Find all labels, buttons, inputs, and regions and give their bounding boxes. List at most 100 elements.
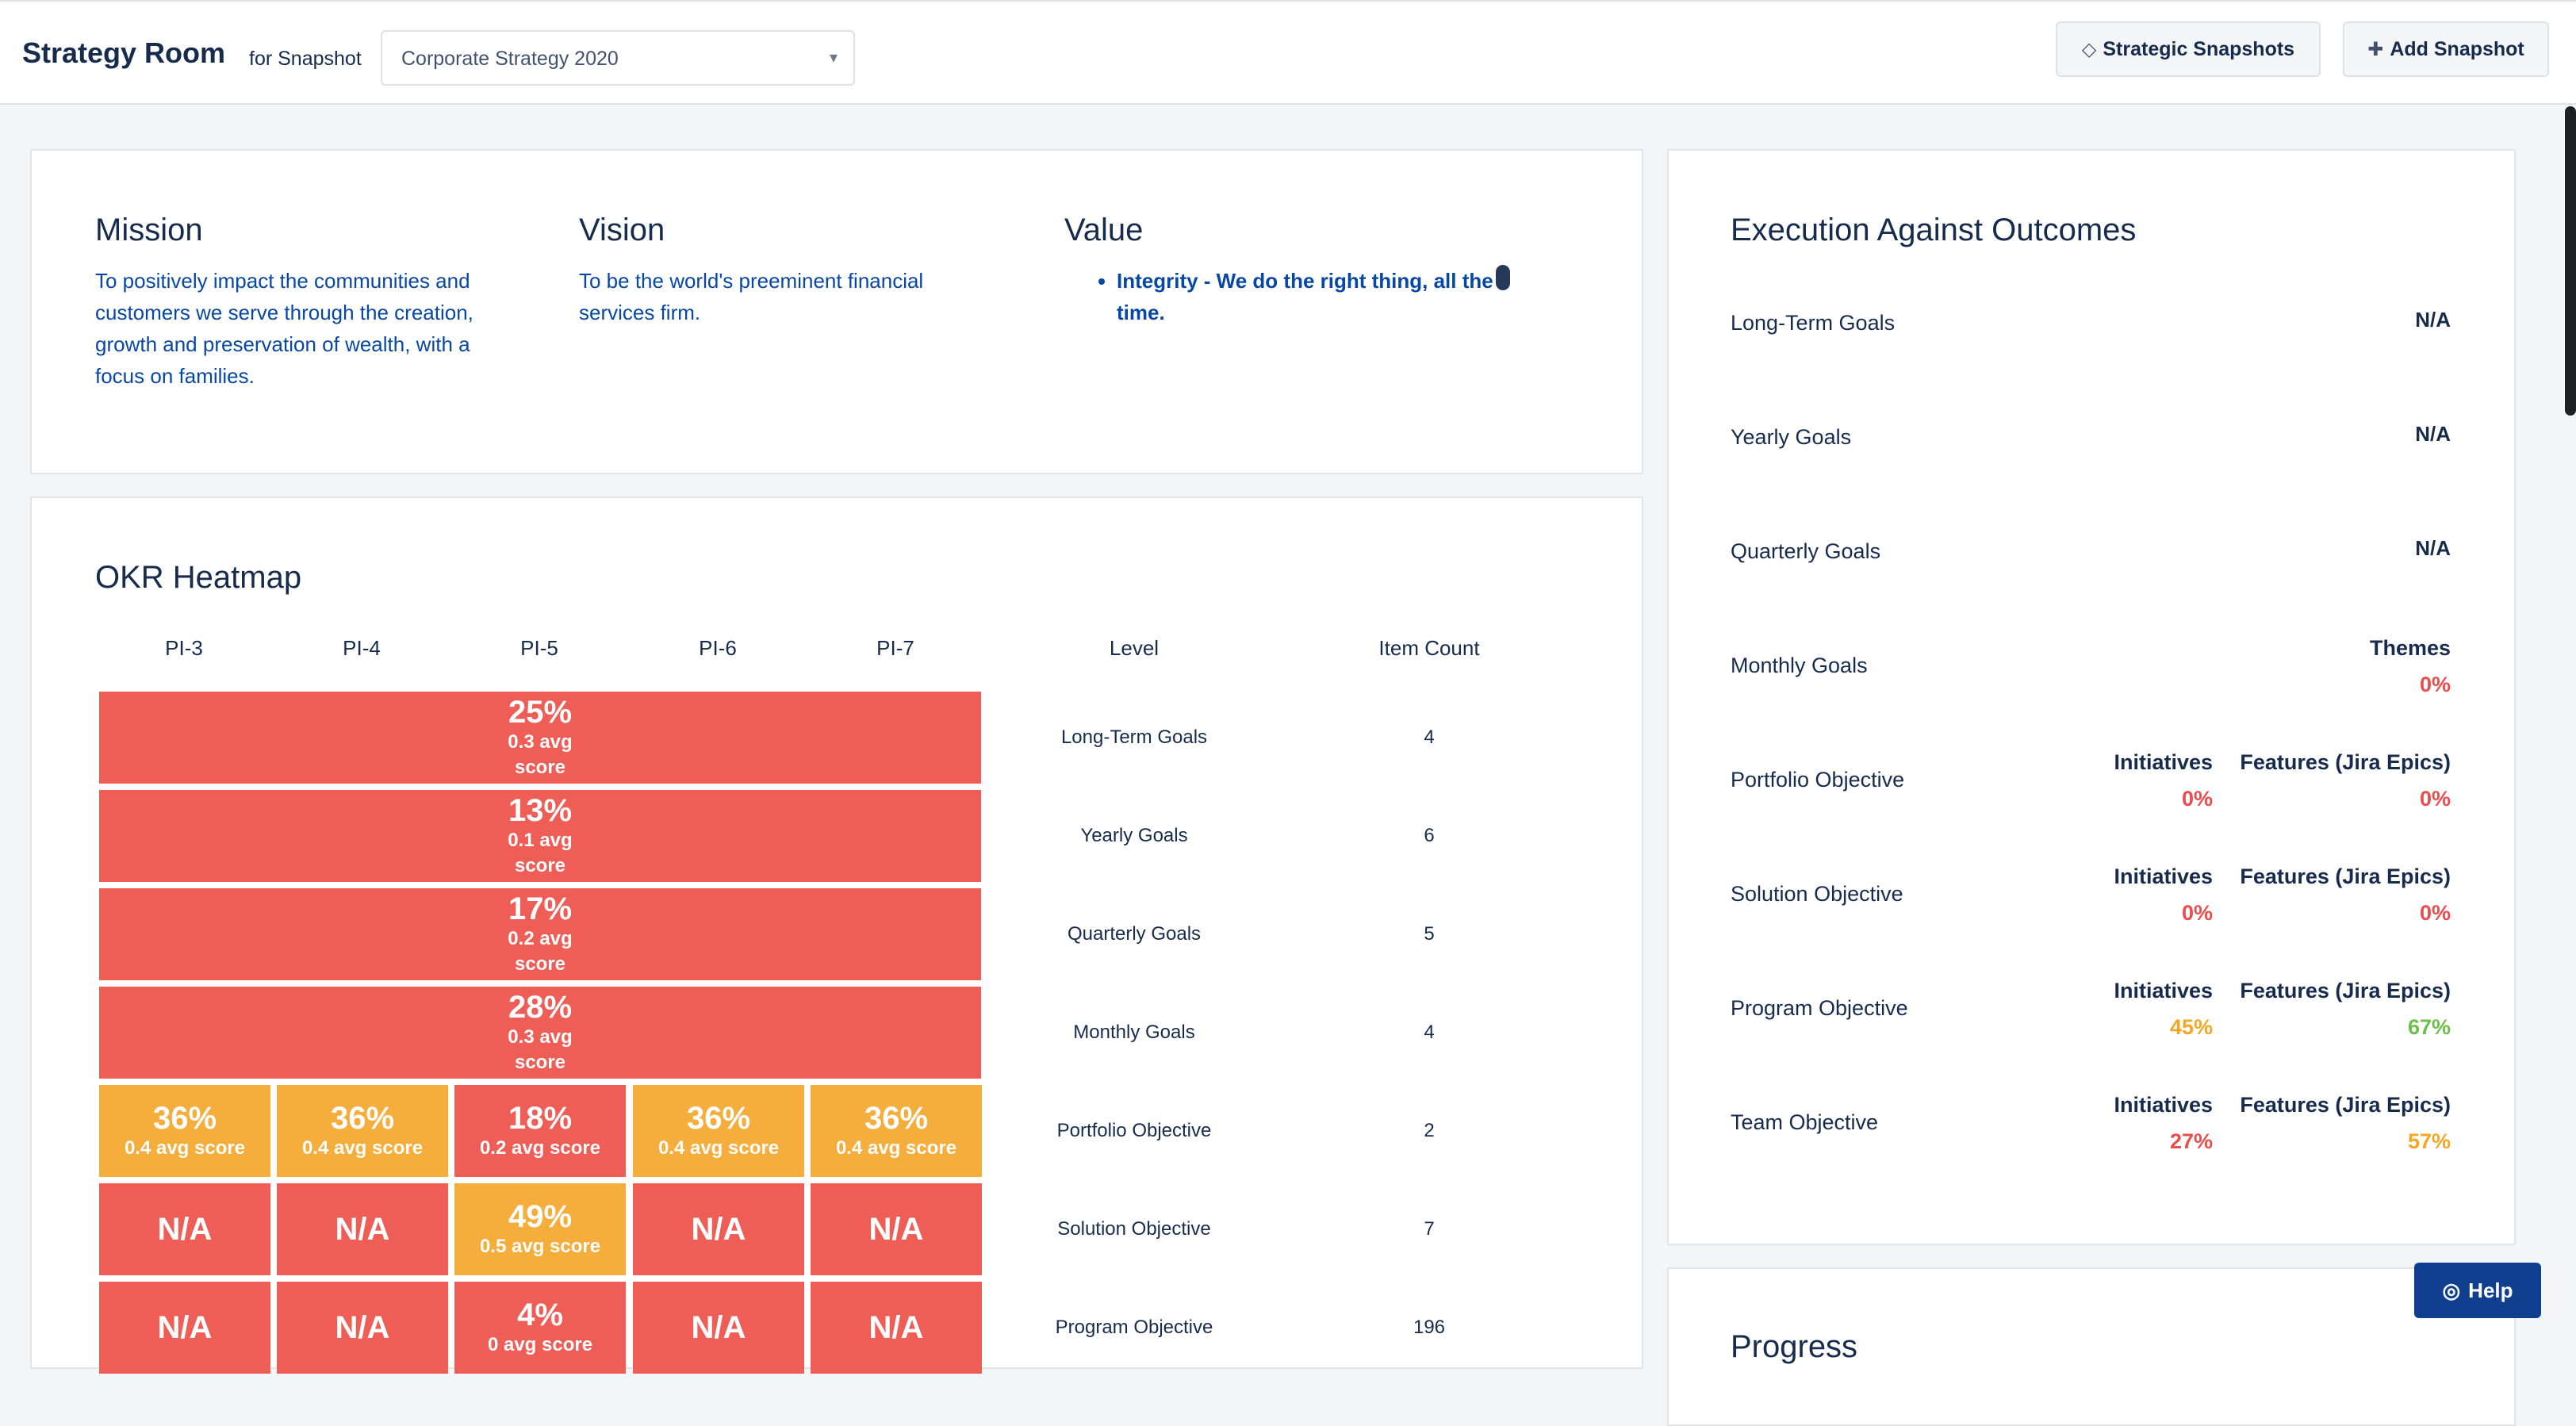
- initiatives-value: 45%: [2169, 1015, 2213, 1039]
- item-count-header: Item Count: [1378, 636, 1480, 660]
- value-item: Integrity - We do the right thing, all t…: [1117, 265, 1497, 328]
- pi-header: PI-4: [343, 636, 381, 660]
- level-name: Quarterly Goals: [1067, 923, 1202, 945]
- features-label: Features (Jira Epics): [2240, 864, 2451, 888]
- snapshot-select-value: Corporate Strategy 2020: [401, 48, 619, 70]
- heatmap-cell[interactable]: 28% 0.3 avg score: [99, 987, 981, 1079]
- mission-vision-value-card: [30, 149, 1643, 474]
- initiatives-label: Initiatives: [2114, 1093, 2213, 1117]
- cell-percent: N/A: [335, 1212, 390, 1247]
- cell-percent: 36%: [686, 1101, 751, 1136]
- cell-avg-score: 0.4 avg score: [835, 1137, 957, 1159]
- cell-percent: 36%: [330, 1101, 395, 1136]
- heatmap-cell[interactable]: 17% 0.2 avg score: [99, 888, 981, 980]
- heatmap-cell[interactable]: N/A: [277, 1183, 448, 1275]
- features-value: 0%: [2419, 787, 2451, 811]
- features-label: Features (Jira Epics): [2240, 1093, 2451, 1117]
- heatmap-cell[interactable]: N/A: [99, 1282, 270, 1374]
- cell-percent: 13%: [508, 793, 573, 828]
- exec-row-value: N/A: [2415, 308, 2451, 332]
- cell-percent: N/A: [691, 1310, 746, 1345]
- initiatives-value: 0%: [2181, 901, 2213, 925]
- mission-text: To positively impact the communities and…: [95, 269, 473, 388]
- features-value: 0%: [2419, 901, 2451, 925]
- lifebuoy-icon: ◎: [2442, 1278, 2461, 1302]
- heatmap-cell[interactable]: N/A: [633, 1282, 804, 1374]
- exec-row-label: Monthly Goals: [1731, 654, 1868, 677]
- page-title: Strategy Room: [22, 36, 226, 69]
- cell-percent: N/A: [157, 1212, 213, 1247]
- pi-header: PI-6: [699, 636, 737, 660]
- help-button[interactable]: ◎ Help: [2414, 1263, 2541, 1318]
- heatmap-cell[interactable]: N/A: [633, 1183, 804, 1275]
- value-scrollbar[interactable]: [1496, 265, 1510, 290]
- level-header: Level: [1109, 636, 1160, 660]
- level-name: Long-Term Goals: [1060, 726, 1208, 748]
- exec-row-label: Team Objective: [1731, 1110, 1879, 1134]
- exec-row-value: N/A: [2415, 536, 2451, 560]
- heatmap-cell[interactable]: 4% 0 avg score: [454, 1282, 626, 1374]
- cell-percent: 4%: [517, 1298, 563, 1332]
- heatmap-cell[interactable]: 36% 0.4 avg score: [811, 1085, 982, 1177]
- initiatives-label: Initiatives: [2114, 979, 2213, 1002]
- pi-header: PI-5: [520, 636, 558, 660]
- cell-percent: N/A: [691, 1212, 746, 1247]
- initiatives-value: 27%: [2169, 1129, 2213, 1153]
- cell-percent: 36%: [864, 1101, 929, 1136]
- strategic-snapshots-button[interactable]: ◇ Strategic Snapshots: [2056, 21, 2321, 77]
- cell-avg-score: 0.3 avg score: [508, 1026, 573, 1073]
- cell-percent: 17%: [508, 891, 573, 926]
- cell-percent: N/A: [335, 1310, 390, 1345]
- item-count: 5: [1424, 923, 1435, 945]
- cell-avg-score: 0.3 avg score: [508, 731, 573, 778]
- cell-percent: 36%: [152, 1101, 217, 1136]
- heatmap-cell[interactable]: 36% 0.4 avg score: [99, 1085, 270, 1177]
- exec-row-label: Solution Objective: [1731, 882, 1903, 906]
- plus-icon: ✚: [2367, 38, 2384, 60]
- heatmap-cell[interactable]: N/A: [811, 1183, 982, 1275]
- item-count: 4: [1424, 1022, 1435, 1043]
- features-value: 67%: [2407, 1015, 2451, 1039]
- vision-text: To be the world's preeminent financial s…: [579, 269, 924, 324]
- page-scrollbar[interactable]: [2565, 106, 2576, 416]
- exec-row-label: Program Objective: [1731, 996, 1908, 1020]
- heatmap-cell[interactable]: 49% 0.5 avg score: [454, 1183, 626, 1275]
- heatmap-cell[interactable]: N/A: [811, 1282, 982, 1374]
- cell-avg-score: 0.1 avg score: [508, 830, 573, 876]
- pi-header: PI-3: [165, 636, 203, 660]
- execution-card: [1667, 149, 2516, 1245]
- cell-avg-score: 0.5 avg score: [479, 1236, 601, 1257]
- pi-header: PI-7: [876, 636, 914, 660]
- cell-percent: 49%: [508, 1199, 573, 1234]
- cell-avg-score: 0.4 avg score: [301, 1137, 424, 1159]
- level-name: Yearly Goals: [1080, 825, 1188, 846]
- themes-value: 0%: [2419, 673, 2451, 696]
- initiatives-label: Initiatives: [2114, 864, 2213, 888]
- cell-percent: N/A: [868, 1212, 924, 1247]
- heatmap-cell[interactable]: N/A: [99, 1183, 270, 1275]
- level-name: Solution Objective: [1057, 1218, 1211, 1240]
- features-value: 57%: [2407, 1129, 2451, 1153]
- heatmap-cell[interactable]: 25% 0.3 avg score: [99, 692, 981, 784]
- exec-row-label: Long-Term Goals: [1731, 311, 1896, 335]
- item-count: 7: [1424, 1218, 1435, 1240]
- initiatives-label: Initiatives: [2114, 750, 2213, 774]
- cell-avg-score: 0 avg score: [487, 1334, 593, 1355]
- snapshot-select[interactable]: Corporate Strategy 2020 ▾: [381, 30, 855, 86]
- features-label: Features (Jira Epics): [2240, 979, 2451, 1002]
- snapshot-label: for Snapshot: [249, 48, 362, 70]
- item-count: 6: [1424, 825, 1435, 846]
- value-title: Value: [1064, 213, 1144, 247]
- heatmap-title: OKR Heatmap: [95, 560, 302, 595]
- level-name: Monthly Goals: [1073, 1022, 1195, 1043]
- heatmap-cell[interactable]: 13% 0.1 avg score: [99, 790, 981, 882]
- heatmap-cell[interactable]: 36% 0.4 avg score: [633, 1085, 804, 1177]
- exec-row-label: Yearly Goals: [1731, 425, 1852, 449]
- heatmap-cell[interactable]: N/A: [277, 1282, 448, 1374]
- heatmap-cell[interactable]: 36% 0.4 avg score: [277, 1085, 448, 1177]
- cell-percent: N/A: [157, 1310, 213, 1345]
- heatmap-cell[interactable]: 18% 0.2 avg score: [454, 1085, 626, 1177]
- diamond-icon: ◇: [2081, 38, 2097, 60]
- add-snapshot-button[interactable]: ✚ Add Snapshot: [2343, 21, 2549, 77]
- strategic-snapshots-label: Strategic Snapshots: [2103, 37, 2295, 60]
